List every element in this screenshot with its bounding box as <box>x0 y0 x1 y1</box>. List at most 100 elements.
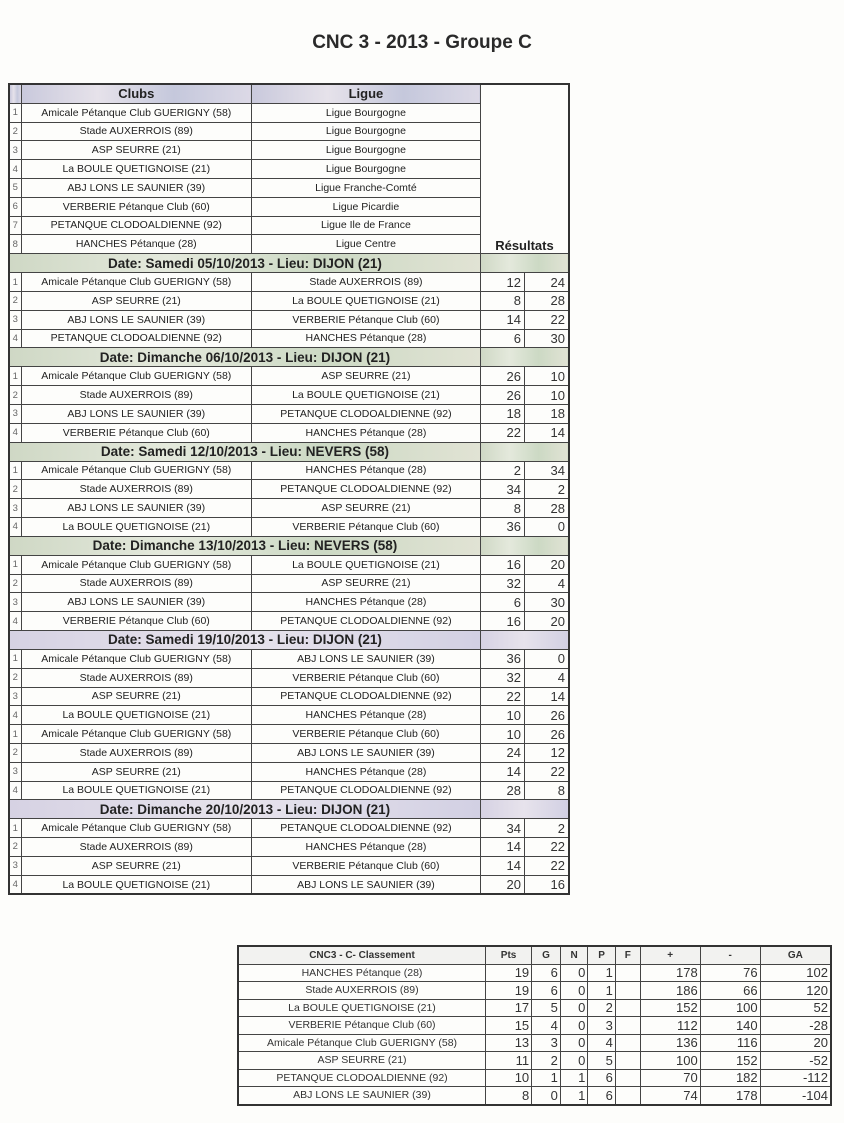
away-score: 28 <box>523 498 570 518</box>
ranking-value: 116 <box>699 1033 761 1052</box>
club-ligue: Ligue Ile de France <box>250 215 481 236</box>
club-name: La BOULE QUETIGNOISE (21) <box>20 159 252 179</box>
home-team: Stade AUXERROIS (89) <box>20 573 252 594</box>
home-score: 14 <box>479 761 525 782</box>
ranking-value: 74 <box>639 1086 701 1105</box>
away-team: VERBERIE Pétanque Club (60) <box>250 516 481 537</box>
match-number: 2 <box>8 837 22 857</box>
ranking-value: 11 <box>484 1051 533 1070</box>
home-score: 6 <box>479 328 525 349</box>
ranking-row: PETANQUE CLODOALDIENNE (92) 10 1 1 6 70 182 -11… <box>237 1068 832 1087</box>
blank <box>479 629 570 650</box>
home-team: Stade AUXERROIS (89) <box>20 837 252 857</box>
blank <box>479 178 569 198</box>
club-row: 4 La BOULE QUETIGNOISE (21) Ligue Bourgogn… <box>8 159 569 179</box>
away-score: 0 <box>523 516 570 537</box>
match-number: 3 <box>8 498 22 518</box>
ranking-value: 0 <box>559 1033 589 1052</box>
match-number: 2 <box>8 290 22 311</box>
home-team: Stade AUXERROIS (89) <box>20 479 252 500</box>
away-team: ABJ LONS LE SAUNIER (39) <box>250 648 481 669</box>
match-row: 3 ASP SEURRE (21) PETANQUE CLODOALDIENNE (… <box>8 686 570 707</box>
match-number: 4 <box>8 874 22 895</box>
ranking-value: 136 <box>639 1033 701 1052</box>
ranking-value: 5 <box>531 998 561 1017</box>
ranking-value: 6 <box>531 963 561 982</box>
home-score: 22 <box>479 422 525 443</box>
away-team: PETANQUE CLODOALDIENNE (92) <box>250 611 481 631</box>
matchday-header: Date: Dimanche 06/10/2013 - Lieu: DIJON … <box>8 347 570 368</box>
home-team: Stade AUXERROIS (89) <box>20 385 252 405</box>
home-team: La BOULE QUETIGNOISE (21) <box>20 780 252 801</box>
match-row: 4 La BOULE QUETIGNOISE (21) ABJ LONS LE SA… <box>8 874 570 895</box>
match-row: 4 VERBERIE Pétanque Club (60) HANCHES Péta… <box>8 422 570 443</box>
away-score: 34 <box>523 460 570 481</box>
away-score: 20 <box>523 554 570 575</box>
away-score: 30 <box>523 328 570 349</box>
ranking-value: 52 <box>759 998 832 1017</box>
blank <box>479 216 569 235</box>
away-team: HANCHES Pétanque (28) <box>250 837 481 857</box>
match-number: 2 <box>8 573 22 594</box>
match-number: 3 <box>8 309 22 330</box>
ranking-value: 3 <box>531 1033 561 1052</box>
ranking-value: 20 <box>759 1033 832 1052</box>
ranking-value: 6 <box>531 981 561 1000</box>
match-number: 3 <box>8 761 22 782</box>
match-row: 1 Amicale Pétanque Club GUERIGNY (58) ABJ … <box>8 648 570 669</box>
home-team: ABJ LONS LE SAUNIER (39) <box>20 403 252 424</box>
ranking-value: 17 <box>484 998 533 1017</box>
match-row: 1 Amicale Pétanque Club GUERIGNY (58) VERB… <box>8 724 570 744</box>
away-score: 26 <box>523 724 570 744</box>
away-score: 22 <box>523 855 570 876</box>
away-score: 22 <box>523 837 570 857</box>
home-team: VERBERIE Pétanque Club (60) <box>20 611 252 631</box>
matchday-header: Date: Samedi 05/10/2013 - Lieu: DIJON (2… <box>8 253 570 274</box>
ranking-value: 8 <box>484 1086 533 1105</box>
ranking-value: 1 <box>531 1068 561 1087</box>
home-team: Amicale Pétanque Club GUERIGNY (58) <box>20 460 252 481</box>
club-name: VERBERIE Pétanque Club (60) <box>20 196 252 217</box>
match-number: 2 <box>8 385 22 405</box>
ranking-value: 1 <box>559 1086 589 1105</box>
ranking-value: -104 <box>759 1086 832 1105</box>
blank <box>479 197 569 217</box>
home-score: 32 <box>479 667 525 688</box>
home-team: PETANQUE CLODOALDIENNE (92) <box>20 328 252 349</box>
ranking-column-header: G <box>531 945 561 965</box>
home-score: 34 <box>479 479 525 500</box>
ranking-value: 112 <box>639 1016 701 1035</box>
home-team: La BOULE QUETIGNOISE (21) <box>20 516 252 537</box>
matchday-date: Date: Dimanche 06/10/2013 - Lieu: DIJON … <box>8 347 481 368</box>
away-score: 8 <box>523 780 570 801</box>
blank <box>479 441 570 462</box>
match-number: 3 <box>8 686 22 707</box>
away-score: 26 <box>523 705 570 726</box>
ranking-row: HANCHES Pétanque (28) 19 6 0 1 178 76 102 <box>237 963 832 982</box>
club-ligue: Ligue Bourgogne <box>250 140 481 161</box>
away-team: HANCHES Pétanque (28) <box>250 592 481 613</box>
ranking-value: 70 <box>639 1068 701 1087</box>
ranking-column-header: + <box>639 945 701 965</box>
away-score: 24 <box>523 272 570 292</box>
matchday-header: Date: Samedi 19/10/2013 - Lieu: DIJON (2… <box>8 629 570 650</box>
away-score: 22 <box>523 309 570 330</box>
match-row: 3 ABJ LONS LE SAUNIER (39) HANCHES Pétanqu… <box>8 592 570 613</box>
away-team: HANCHES Pétanque (28) <box>250 761 481 782</box>
away-team: HANCHES Pétanque (28) <box>250 705 481 726</box>
home-score: 6 <box>479 592 525 613</box>
away-score: 30 <box>523 592 570 613</box>
away-team: VERBERIE Pétanque Club (60) <box>250 309 481 330</box>
team-name: La BOULE QUETIGNOISE (21) <box>237 998 486 1017</box>
away-score: 16 <box>523 874 570 895</box>
home-score: 34 <box>479 818 525 839</box>
ranking-value: 0 <box>559 1051 589 1070</box>
club-ligue: Ligue Picardie <box>250 196 481 217</box>
match-row: 1 Amicale Pétanque Club GUERIGNY (58) ASP … <box>8 366 570 387</box>
match-row: 3 ABJ LONS LE SAUNIER (39) ASP SEURRE (21)… <box>8 498 570 518</box>
away-score: 18 <box>523 403 570 424</box>
ranking-row: La BOULE QUETIGNOISE (21) 17 5 0 2 152 100 52 <box>237 998 832 1017</box>
team-name: ABJ LONS LE SAUNIER (39) <box>237 1086 486 1105</box>
home-team: La BOULE QUETIGNOISE (21) <box>20 705 252 726</box>
ranking-value: 186 <box>639 981 701 1000</box>
